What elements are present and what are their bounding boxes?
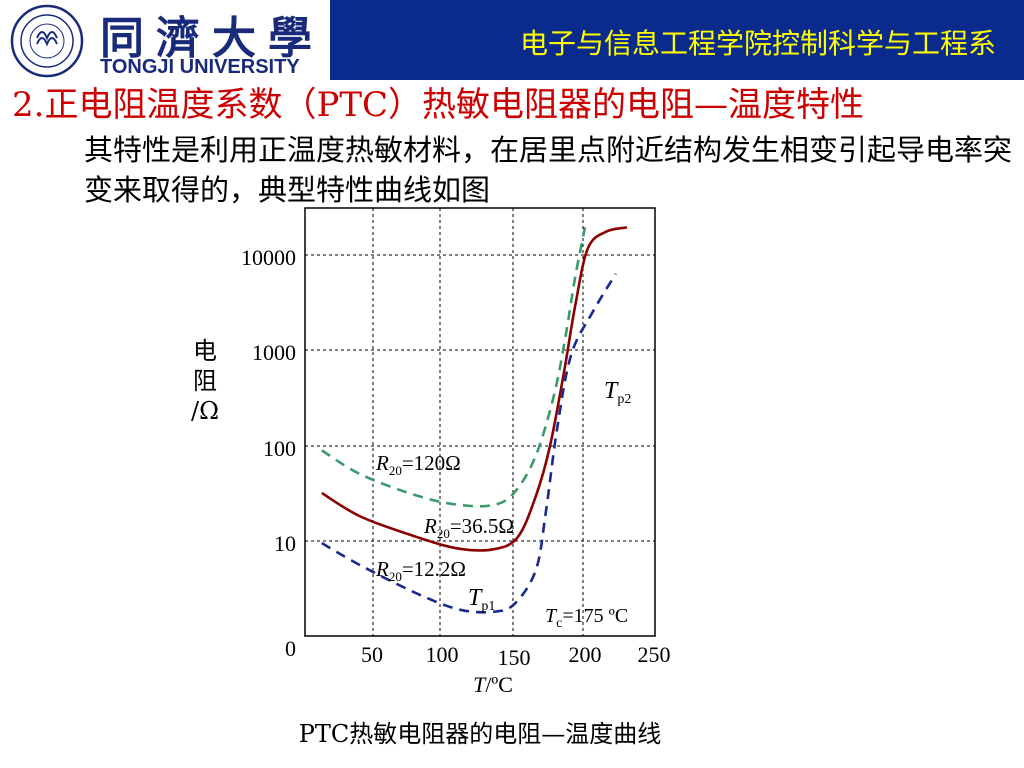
series-line <box>321 273 617 614</box>
slide-heading: 2.正电阻温度系数（PTC）热敏电阻器的电阻—温度特性 <box>12 85 865 125</box>
y-tick-label: 10000 <box>241 245 296 270</box>
plot-frame <box>304 207 656 637</box>
series-label: R20=36.5Ω <box>423 514 514 541</box>
x-tick-label: 200 <box>569 642 602 667</box>
annotation-label: Tc=175 ºC <box>545 605 628 631</box>
department-title: 电子与信息工程学院控制科学与工程系 <box>519 27 996 60</box>
y-tick-label: 100 <box>263 436 296 461</box>
series-line <box>321 227 587 508</box>
logo-chinese: 同濟大學 <box>100 13 324 64</box>
header-bar: 同濟大學 TONGJI UNIVERSITY 电子与信息工程学院控制科学与工程系 <box>0 0 1024 80</box>
y-tick-label: 0 <box>285 636 296 661</box>
y-tick-label: 1000 <box>252 340 296 365</box>
x-tick-label: 50 <box>361 642 383 667</box>
header-band: 电子与信息工程学院控制科学与工程系 <box>330 0 1024 80</box>
x-tick-label: 250 <box>638 642 671 667</box>
x-tick-label: 100 <box>426 642 459 667</box>
series-label: R20=120Ω <box>375 451 461 478</box>
y-axis-label-line: /Ω <box>191 397 219 425</box>
series-line <box>321 226 628 552</box>
university-seal-icon <box>10 4 84 78</box>
annotation-label: Tp1 <box>468 585 495 614</box>
slide-body-text: 其特性是利用正温度热敏材料，在居里点附近结构发生相变引起导电率突变来取得的，典型… <box>84 133 1013 207</box>
chart-caption: PTC热敏电阻器的电阻—温度曲线 <box>298 720 662 748</box>
y-axis-label: 电 阻 /Ω <box>190 336 220 426</box>
logo-english: TONGJI UNIVERSITY <box>100 56 300 78</box>
series-label: R20=12.2Ω <box>375 557 466 584</box>
annotation-label: Tp2 <box>604 378 631 407</box>
x-tick-label: 150 <box>498 645 531 670</box>
x-axis-label: T/ºC <box>473 672 513 697</box>
y-axis-label-line: 电 <box>193 337 217 365</box>
y-tick-label: 10 <box>274 531 296 556</box>
y-axis-label-line: 阻 <box>193 367 217 395</box>
